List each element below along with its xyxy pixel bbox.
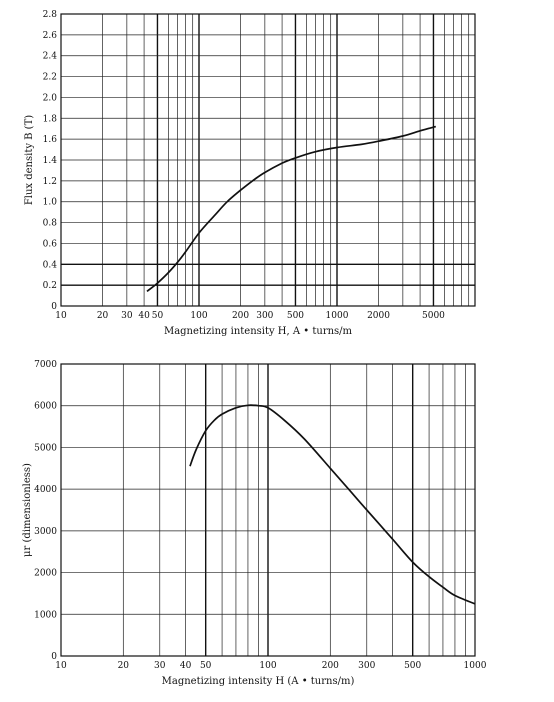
x-axis-label: Magnetizing intensity H, A • turns/m: [164, 326, 353, 337]
x-tick-label: 10: [55, 311, 67, 321]
y-tick-label: 0: [51, 652, 57, 662]
y-tick-label: 2.0: [43, 93, 58, 103]
x-tick-label: 500: [404, 661, 421, 671]
x-grid: [122, 364, 466, 656]
x-tick-label: 50: [152, 311, 164, 321]
y-tick-label: 2.6: [43, 31, 58, 41]
x-tick-label: 200: [232, 311, 249, 321]
y-tick-label: 1.8: [43, 114, 58, 124]
x-tick-label: 300: [256, 311, 273, 321]
y-tick-label: 0.6: [43, 239, 58, 249]
y-tick-label: 2000: [34, 569, 57, 579]
x-tick-labels: 10 20 30 40 50 100 200 300 500 1000 2000 5000: [55, 311, 445, 321]
y-tick-label: 7000: [34, 360, 57, 370]
x-tick-label: 40: [138, 311, 150, 321]
x-tick-label: 30: [154, 661, 166, 671]
series-line: [189, 404, 476, 605]
y-tick-label: 3000: [34, 527, 57, 537]
x-tick-label: 100: [190, 311, 207, 321]
y-tick-label: 1.4: [43, 156, 58, 166]
flux-density-chart: 10 20 30 40 50 100 200 300 500 1000 2000 5000 0 0.2 0.…: [24, 10, 476, 337]
y-tick-label: 2.8: [43, 10, 58, 20]
x-tick-label: 30: [121, 311, 133, 321]
y-tick-label: 1000: [34, 610, 57, 620]
x-tick-label: 2000: [367, 311, 390, 321]
x-tick-label: 200: [322, 661, 339, 671]
x-tick-label: 5000: [422, 311, 445, 321]
y-axis-label: μr (dimensionless): [22, 463, 33, 557]
y-tick-label: 0: [51, 302, 57, 312]
x-tick-label: 500: [287, 311, 304, 321]
y-tick-label: 1.2: [43, 177, 57, 187]
x-tick-label: 100: [259, 661, 276, 671]
x-tick-label: 1000: [464, 661, 487, 671]
x-tick-label: 1000: [326, 311, 349, 321]
x-tick-label: 20: [118, 661, 130, 671]
y-tick-label: 5000: [34, 443, 57, 453]
y-tick-label: 1.6: [43, 135, 58, 145]
y-grid: [61, 34, 475, 286]
y-tick-label: 0.2: [43, 281, 57, 291]
x-tick-label: 300: [358, 661, 375, 671]
y-tick-labels: 0 1000 2000 3000 4000 5000 6000 7000: [34, 360, 57, 662]
y-tick-label: 2.2: [43, 73, 57, 83]
plot-frame: [60, 13, 476, 307]
y-grid: [61, 405, 475, 615]
y-tick-labels: 0 0.2 0.4 0.6 0.8 1.0 1.2 1.4 1.6 1.8 2.0 2.2 2.4 2.6…: [43, 10, 58, 312]
y-tick-label: 0.4: [43, 260, 58, 270]
x-tick-labels: 10 20 30 40 50 100 200 300 500 1000: [55, 661, 486, 671]
x-tick-label: 40: [180, 661, 192, 671]
x-axis-label: Magnetizing intensity H (A • turns/m): [162, 676, 355, 687]
y-axis-label: Flux density B (T): [24, 115, 35, 205]
y-tick-label: 0.8: [43, 219, 58, 229]
y-tick-label: 1.0: [43, 198, 58, 208]
x-tick-label: 50: [200, 661, 212, 671]
y-tick-label: 6000: [34, 402, 57, 412]
y-tick-label: 2.4: [43, 52, 58, 62]
x-tick-label: 20: [97, 311, 109, 321]
plot-frame: [60, 363, 476, 657]
series-line: [146, 125, 437, 293]
x-tick-label: 10: [55, 661, 67, 671]
y-tick-label: 4000: [34, 485, 57, 495]
relative-permeability-chart: 10 20 30 40 50 100 200 300 500 1000 0 1000 2000 3000 4…: [22, 360, 487, 687]
